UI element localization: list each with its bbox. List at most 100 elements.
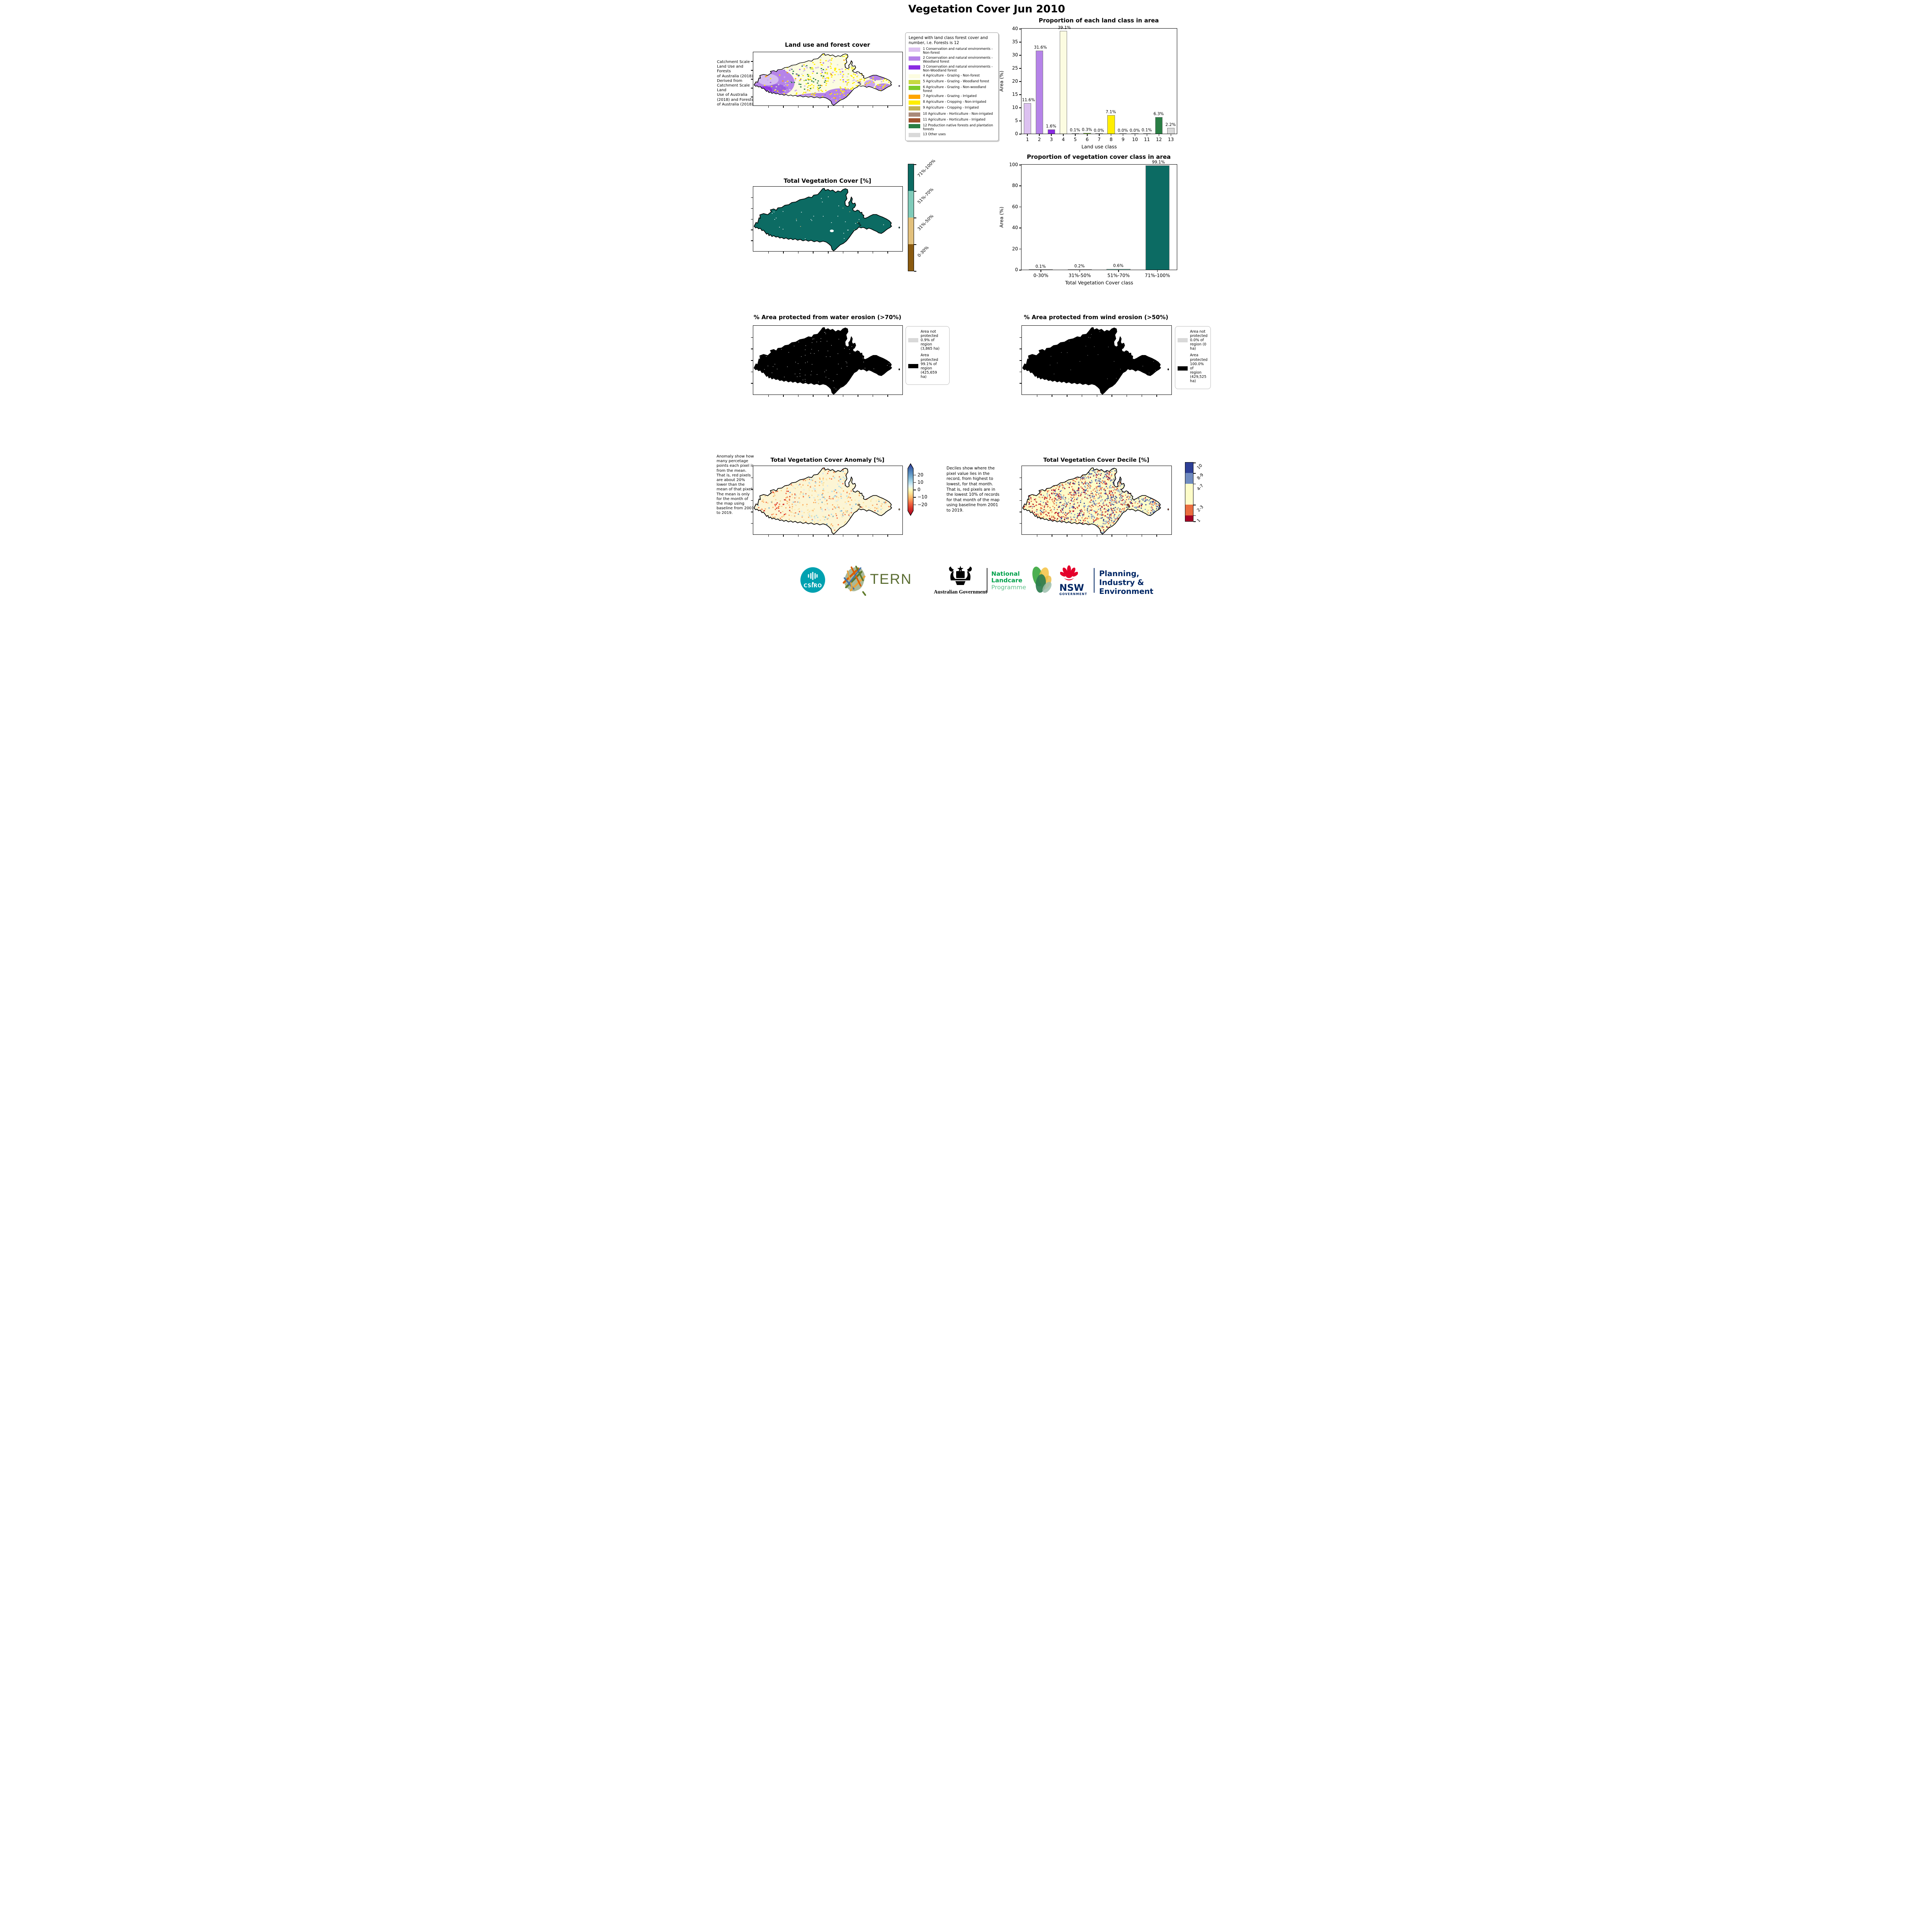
land-class-chart-title: Proportion of each land class in area	[1038, 17, 1159, 24]
x-axis-label: Land use class	[1081, 144, 1117, 150]
bar-value-label: 0.1%	[1035, 264, 1046, 269]
x-tick-label: 31%-50%	[1068, 273, 1091, 278]
landcare-line2: Landcare	[991, 577, 1023, 584]
map-y-tick	[751, 240, 753, 241]
anomaly-colorbar-gradient	[907, 463, 914, 516]
x-tick-label: 0-30%	[1033, 273, 1049, 278]
wind-erosion-title: % Area protected from wind erosion (>50%…	[1024, 314, 1168, 321]
x-tick	[1157, 270, 1158, 272]
nsw-government-label: GOVERNMENT	[1059, 592, 1088, 596]
land-class-legend: Legend with land class forest cover and …	[905, 32, 999, 141]
map-y-tick	[751, 79, 753, 80]
map-x-tick	[813, 251, 814, 253]
legend-title: Legend with land class forest cover and …	[909, 36, 988, 45]
x-tick-label: 6	[1086, 137, 1089, 142]
australian-government-crest-icon	[949, 566, 972, 585]
anomaly-colorbar-label: 10	[918, 479, 924, 485]
erosion-legend-item: Area protected 100.0% of region (429,525…	[1178, 353, 1208, 383]
bar-value-label: 31.6%	[1034, 45, 1047, 50]
land-use-map-title: Land use and forest cover	[785, 41, 870, 48]
y-tick	[1019, 68, 1021, 69]
anomaly-map	[751, 466, 903, 537]
x-tick	[1063, 134, 1064, 136]
decile-colorbar-tick	[1193, 483, 1196, 485]
y-tick-label: 100	[1009, 162, 1018, 167]
x-tick-label: 12	[1156, 137, 1162, 142]
anomaly-colorbar-label: 20	[918, 472, 924, 478]
anomaly-map-title: Total Vegetation Cover Anomaly [%]	[770, 457, 885, 463]
legend-item: 9 Agriculture - Cropping - Irrigated	[909, 106, 995, 111]
bar	[1071, 133, 1079, 134]
legend-item: 2 Conservation and natural environments …	[909, 56, 995, 64]
y-tick	[1019, 94, 1021, 95]
tern-wordmark: TERN	[870, 571, 912, 587]
decile-colorbar-label: 1	[1196, 517, 1202, 524]
map-x-tick	[768, 105, 769, 108]
x-axis-label: Total Vegetation Cover class	[1065, 280, 1134, 286]
map-y-tick	[1020, 383, 1022, 384]
map-x-tick	[768, 395, 769, 397]
decile-note: Deciles show where the pixel value lies …	[946, 466, 1000, 513]
bar	[1106, 269, 1131, 270]
legend-item: 11 Agriculture - Horticulture - Irrigate…	[909, 117, 995, 122]
anomaly-colorbar-label: −20	[918, 502, 928, 507]
map-y-tick	[751, 523, 753, 524]
y-tick-label: 80	[1012, 183, 1018, 189]
anomaly-note: Anomaly show how many percetage points e…	[717, 454, 754, 515]
map-x-tick	[828, 105, 829, 108]
map-x-tick	[843, 395, 844, 397]
y-tick	[1019, 107, 1021, 108]
decile-colorbar-tick	[1193, 515, 1196, 516]
legend-swatch	[909, 112, 920, 117]
y-tick-label: 0	[1015, 267, 1018, 272]
erosion-legend-swatch	[908, 338, 918, 343]
y-tick-label: 35	[1012, 39, 1018, 44]
x-tick-label: 5	[1074, 137, 1077, 142]
y-tick	[1019, 42, 1021, 43]
bar-value-label: 0.1%	[1070, 128, 1080, 133]
y-tick-label: 0	[1015, 131, 1018, 136]
map-x-tick	[798, 251, 799, 253]
colorbar-segment	[908, 191, 914, 218]
erosion-legend-swatch	[1178, 366, 1188, 371]
csiro-waveform-icon	[808, 572, 818, 580]
bar	[1167, 128, 1175, 134]
bar-value-label: 0.6%	[1113, 264, 1124, 269]
wind-erosion-map-canvas	[1022, 327, 1169, 395]
x-tick-label: 13	[1168, 137, 1174, 142]
nsw-government-logo: NSW GOVERNMENT	[1059, 565, 1089, 596]
bar	[1059, 31, 1067, 134]
agency-line3: Environment	[1099, 587, 1154, 596]
veg-cover-map-canvas	[754, 188, 900, 251]
x-tick-label: 4	[1062, 137, 1065, 142]
bar-value-label: 6.3%	[1153, 112, 1164, 117]
legend-label: 13 Other uses	[923, 132, 946, 136]
y-axis-label: Area (%)	[998, 206, 1004, 228]
anomaly-colorbar-label: 0	[918, 487, 921, 492]
legend-item: 12 Production native forests and plantat…	[909, 123, 995, 131]
decile-colorbar-segment	[1185, 473, 1193, 484]
agency-line2: Industry &	[1099, 578, 1144, 587]
bar-value-label: 0.0%	[1117, 128, 1128, 133]
erosion-legend-text: Area protected 99.1% of region (425,659 …	[921, 353, 938, 379]
water-erosion-map	[751, 325, 903, 397]
x-tick	[1079, 270, 1080, 272]
legend-label: 1 Conservation and natural environments …	[923, 46, 993, 54]
x-tick-label: 3	[1050, 137, 1053, 142]
legend-swatch	[909, 106, 920, 111]
map-x-tick	[768, 534, 769, 537]
agency-line1: Planning,	[1099, 569, 1139, 578]
x-tick	[1118, 270, 1119, 272]
x-tick-label: 10	[1132, 137, 1138, 142]
map-x-tick	[1156, 534, 1157, 537]
tern-australia-icon	[843, 566, 866, 596]
map-x-tick	[798, 105, 799, 108]
legend-swatch	[909, 133, 920, 138]
colorbar-segment	[908, 164, 914, 191]
legend-item: 10 Agriculture - Horticulture - Non-irri…	[909, 112, 995, 117]
land-use-map	[751, 52, 903, 108]
bar	[1023, 103, 1032, 134]
legend-label: 3 Conservation and natural environments …	[923, 64, 993, 72]
decile-map-title: Total Vegetation Cover Decile [%]	[1043, 457, 1149, 463]
erosion-legend-text: Area not protected 0.0% of region (0 ha)	[1190, 330, 1208, 351]
